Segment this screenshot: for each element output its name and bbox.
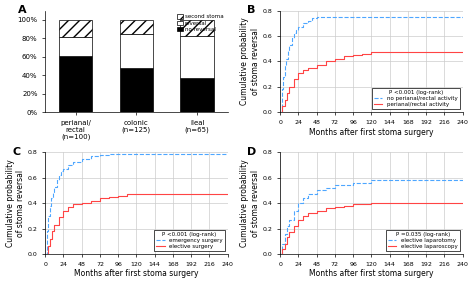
Bar xyxy=(120,34,153,68)
Bar xyxy=(181,78,214,112)
Text: A: A xyxy=(18,5,27,15)
Legend: elective laparotomy, elective laparoscopy: elective laparotomy, elective laparoscop… xyxy=(386,229,460,251)
Text: D: D xyxy=(247,147,256,157)
Y-axis label: Cumulative probability
of stoma reversal: Cumulative probability of stoma reversal xyxy=(240,18,260,105)
Text: C: C xyxy=(12,147,20,157)
Bar xyxy=(59,37,92,56)
Legend: second stoma, reversal, no reversal: second stoma, reversal, no reversal xyxy=(175,13,225,33)
Bar xyxy=(181,36,214,78)
Bar xyxy=(59,56,92,112)
Text: B: B xyxy=(247,5,255,15)
X-axis label: Months after first stoma surgery: Months after first stoma surgery xyxy=(74,270,199,278)
X-axis label: Months after first stoma surgery: Months after first stoma surgery xyxy=(309,270,434,278)
Bar xyxy=(181,20,214,36)
X-axis label: Months after first stoma surgery: Months after first stoma surgery xyxy=(309,128,434,137)
Bar xyxy=(120,20,153,34)
Legend: no perianal/rectal activity, perianal/rectal activity: no perianal/rectal activity, perianal/re… xyxy=(372,88,460,109)
Legend: emergency surgery, elective surgery: emergency surgery, elective surgery xyxy=(154,229,225,251)
Y-axis label: Cumulative probability
of stoma reversal: Cumulative probability of stoma reversal xyxy=(6,159,25,247)
Bar xyxy=(59,20,92,37)
Y-axis label: Cumulative probability
of stoma reversal: Cumulative probability of stoma reversal xyxy=(240,159,260,247)
Bar xyxy=(120,68,153,112)
